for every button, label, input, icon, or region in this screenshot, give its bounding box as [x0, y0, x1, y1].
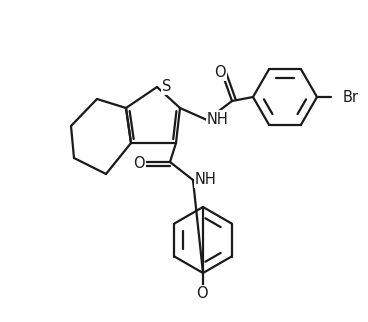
- Text: S: S: [162, 79, 171, 93]
- Text: O: O: [196, 287, 208, 301]
- Text: NH: NH: [195, 172, 217, 186]
- Text: O: O: [133, 156, 145, 171]
- Text: O: O: [214, 64, 226, 80]
- Text: Br: Br: [343, 90, 359, 105]
- Text: NH: NH: [207, 111, 229, 127]
